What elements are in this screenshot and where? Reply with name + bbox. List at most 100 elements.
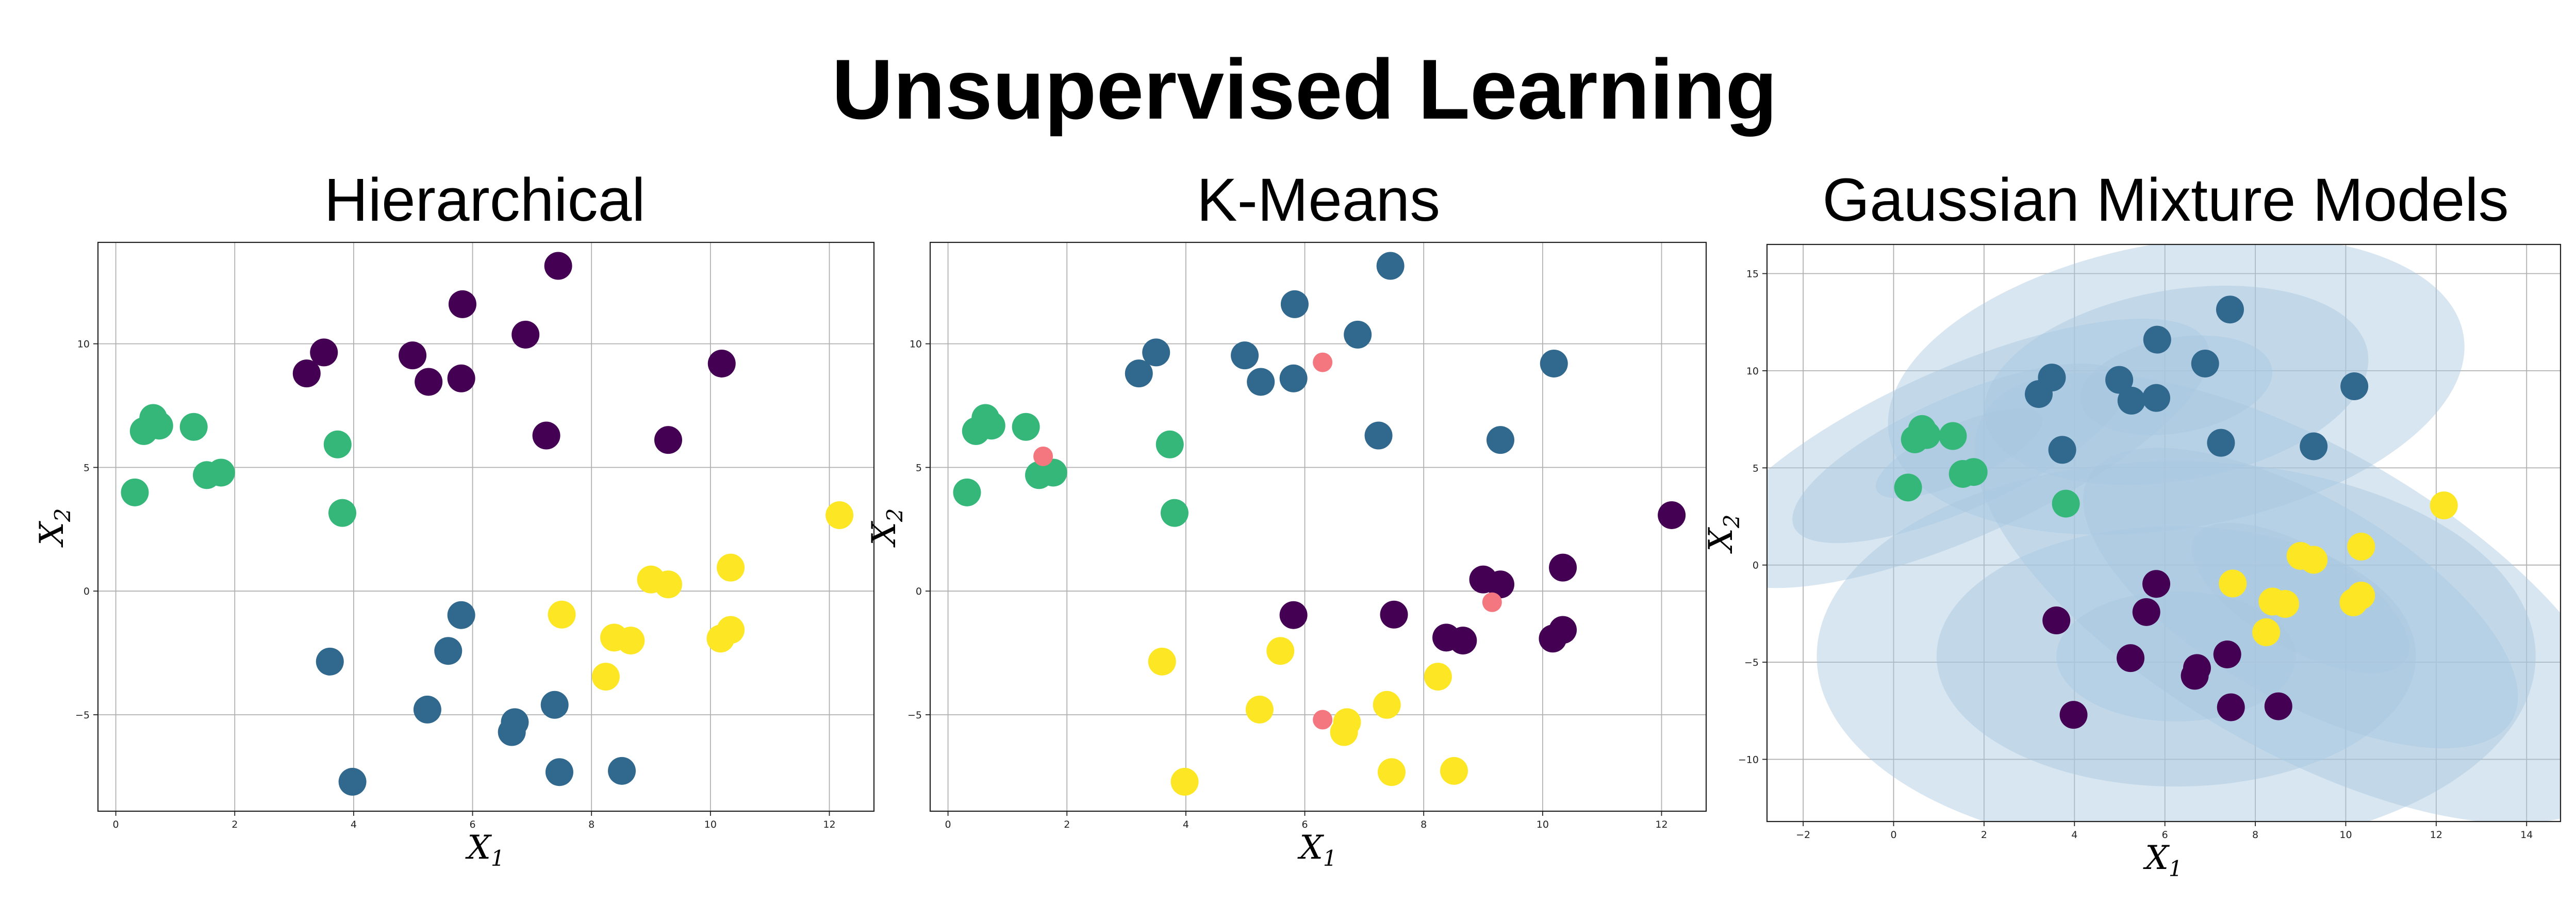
gmm-point-blue: [2340, 372, 2369, 401]
gmm-point-blue: [2048, 436, 2076, 464]
hierarchical-ytick-label: −5: [75, 710, 90, 721]
gmm-point-yellow: [2347, 581, 2375, 610]
gmm-xtick-label: 2: [1981, 829, 1987, 841]
kmeans-xtick-label: 10: [1537, 819, 1549, 830]
gmm-point-green: [1912, 421, 1941, 449]
kmeans-point-yellow: [1266, 637, 1295, 665]
gmm-point-purple: [2264, 692, 2292, 720]
kmeans-point-purple: [1549, 616, 1577, 644]
gmm-xtick-label: 6: [2162, 829, 2168, 841]
kmeans-point-yellow: [1377, 758, 1406, 786]
hierarchical-xtick-label: 8: [588, 819, 595, 830]
hierarchical-point-green: [179, 413, 208, 441]
hierarchical-ylabel: X2: [33, 508, 75, 548]
hierarchical-xtick-label: 4: [351, 819, 357, 830]
gmm-point-yellow: [2219, 569, 2247, 598]
gmm-component-0-ellipse-2sigma: [1984, 285, 2369, 485]
kmeans-centroid: [1313, 352, 1333, 372]
kmeans-xtick-label: 12: [1655, 819, 1667, 830]
hierarchical-point-blue: [498, 718, 526, 746]
gmm-point-blue: [2300, 432, 2328, 461]
gmm-component-2-ellipse-1sigma: [2056, 591, 2296, 721]
gmm-point-blue: [2142, 384, 2171, 412]
kmeans-point-yellow: [1245, 695, 1274, 724]
hierarchical-point-blue: [545, 758, 573, 786]
gmm-point-blue: [2207, 429, 2235, 457]
gmm-point-blue: [2143, 325, 2171, 354]
gmm-component-0-ellipse-3sigma: [1888, 244, 2465, 535]
hierarchical-point-green: [207, 458, 235, 487]
kmeans-point-blue: [1364, 421, 1393, 450]
hierarchical-point-blue: [447, 601, 475, 629]
kmeans-point-blue: [1280, 290, 1309, 318]
kmeans-ytick-label: 5: [916, 462, 922, 473]
hierarchical-xtick-label: 6: [470, 819, 476, 830]
gmm-xtick-label: 8: [2252, 829, 2258, 841]
hierarchical-point-yellow: [548, 600, 576, 629]
gmm-xlabel: X1: [2142, 839, 2182, 881]
hierarchical-point-blue: [413, 695, 441, 724]
gmm-xtick-label: −2: [1796, 829, 1810, 841]
gmm-ytick-label: −5: [1744, 657, 1759, 668]
kmeans-point-purple: [1658, 501, 1686, 529]
gmm-ytick-label: 15: [1746, 269, 1759, 280]
hierarchical-point-yellow: [591, 663, 620, 691]
gmm-component-3-ellipse-3sigma: [1974, 372, 2561, 822]
kmeans-centroid: [1313, 710, 1333, 730]
gmm-component-3-ellipse-1sigma: [2191, 523, 2409, 674]
hierarchical-ticks: 0 2 4 6 8 10 12 −5 0 5 10: [75, 339, 836, 830]
gmm-point-purple: [2042, 606, 2071, 635]
hierarchical-point-purple: [544, 252, 572, 280]
kmeans-point-yellow: [1330, 718, 1358, 746]
hierarchical-point-purple: [415, 368, 443, 396]
hierarchical-xtick-label: 2: [232, 819, 238, 830]
gmm-ytick-label: 5: [1753, 463, 1759, 474]
hierarchical-point-yellow: [617, 627, 645, 655]
kmeans-xtick-label: 6: [1302, 819, 1308, 830]
gmm-point-purple: [2132, 598, 2160, 626]
gmm-point-green: [1894, 473, 1922, 502]
gmm-xtick-label: 14: [2520, 829, 2533, 841]
gmm-point-yellow: [2252, 618, 2281, 647]
kmeans-point-yellow: [1170, 767, 1199, 796]
hierarchical-plot: 0 2 4 6 8 10 12 −5 0 5 10 X1 X2: [33, 241, 875, 871]
kmeans-point-yellow: [1148, 647, 1176, 676]
gmm-point-purple: [2213, 640, 2241, 668]
gmm-component-1-ellipse-3sigma: [1767, 318, 2209, 588]
kmeans-point-blue: [1486, 426, 1514, 454]
hierarchical-points: [121, 252, 854, 796]
gmm-point-green: [1959, 458, 1988, 486]
figure-suptitle: Unsupervised Learning: [832, 42, 1777, 137]
gmm-point-yellow: [2300, 546, 2328, 574]
kmeans-xtick-label: 4: [1183, 819, 1189, 830]
kmeans-grid: [930, 242, 1706, 811]
gmm-plot: −2 0 2 4 6 8 10 12 14 −10 −5 0 5 10 15 X1 X2: [1702, 243, 2562, 881]
gmm-points: [1894, 295, 2458, 729]
hierarchical-point-blue: [434, 637, 463, 665]
gmm-component-1-ellipse-1sigma: [1875, 408, 2043, 499]
hierarchical-point-blue: [338, 767, 367, 796]
hierarchical-point-blue: [608, 757, 636, 785]
hierarchical-point-purple: [532, 421, 560, 450]
kmeans-point-blue: [1125, 359, 1153, 388]
kmeans-point-green: [977, 412, 1005, 440]
kmeans-point-blue: [1279, 364, 1308, 392]
gmm-point-blue: [2216, 295, 2244, 324]
kmeans-point-blue: [1376, 252, 1405, 280]
hierarchical-point-purple: [447, 364, 475, 392]
hierarchical-axes-frame: [97, 241, 875, 812]
gmm-point-yellow: [2430, 491, 2458, 519]
gmm-xtick-label: 12: [2430, 829, 2442, 841]
gmm-point-purple: [2181, 662, 2209, 690]
kmeans-point-blue: [1247, 368, 1275, 396]
gmm-ylabel: X2: [1702, 514, 1744, 554]
gmm-point-yellow: [2347, 532, 2375, 561]
kmeans-ytick-label: 10: [910, 339, 922, 350]
kmeans-point-purple: [1486, 570, 1514, 599]
kmeans-centroid: [1033, 446, 1053, 466]
kmeans-ylabel: X2: [865, 508, 907, 548]
hierarchical-point-green: [121, 478, 149, 506]
kmeans-points: [953, 252, 1686, 796]
gmm-ytick-label: −10: [1738, 754, 1759, 765]
kmeans-point-blue: [1540, 349, 1568, 377]
